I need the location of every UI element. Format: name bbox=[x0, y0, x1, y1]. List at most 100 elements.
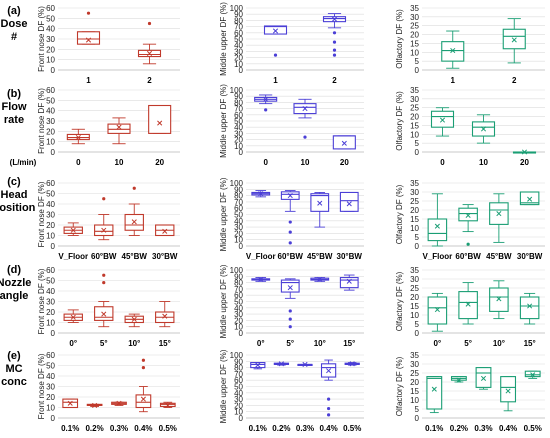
x-tick-label: 1 bbox=[273, 76, 278, 85]
y-tick-label: 100 bbox=[230, 351, 244, 360]
x-unit-label: (L/min) bbox=[10, 158, 37, 167]
box-0 bbox=[441, 30, 465, 69]
mean-marker bbox=[302, 361, 308, 368]
x-tick-label: 15° bbox=[524, 339, 536, 348]
mean-marker bbox=[439, 117, 446, 123]
y-tick-label: 20 bbox=[234, 229, 243, 238]
y-tick-label: 15 bbox=[410, 121, 419, 130]
x-tick-label: 1 bbox=[86, 76, 91, 85]
mean-marker bbox=[302, 106, 308, 112]
y-tick-label: 40 bbox=[46, 372, 55, 381]
outlier-point bbox=[288, 317, 292, 321]
box-1 bbox=[450, 376, 467, 383]
mean-marker bbox=[140, 396, 146, 402]
x-tick-label: 30°BW bbox=[517, 252, 543, 261]
y-tick-label: 0 bbox=[415, 329, 420, 338]
y-tick-label: 60 bbox=[46, 4, 55, 13]
outlier-point bbox=[466, 242, 470, 246]
mean-marker bbox=[272, 28, 279, 34]
row-label: Nozzle bbox=[0, 277, 31, 289]
box-0 bbox=[426, 376, 443, 414]
box-iqr bbox=[427, 218, 448, 242]
x-tick-label: 1 bbox=[451, 76, 456, 85]
outlier-point bbox=[303, 135, 307, 139]
y-tick-label: 30 bbox=[46, 35, 55, 44]
x-tick-label: 0.3% bbox=[474, 424, 492, 433]
outlier-point bbox=[332, 31, 337, 35]
box-iqr bbox=[430, 110, 455, 128]
y-axis-label: Front nose DF (%) bbox=[37, 268, 46, 334]
y-tick-label: 70 bbox=[234, 370, 243, 379]
box-iqr bbox=[148, 104, 172, 134]
mean-marker bbox=[157, 120, 163, 126]
y-tick-label: 10 bbox=[234, 142, 243, 151]
mean-marker bbox=[287, 193, 293, 199]
mean-marker bbox=[116, 124, 122, 130]
y-tick-label: 40 bbox=[46, 200, 55, 209]
x-tick-label: 0.5% bbox=[159, 424, 177, 433]
y-tick-label: 30 bbox=[234, 47, 243, 56]
mean-marker bbox=[527, 303, 533, 309]
y-tick-label: 10 bbox=[410, 130, 419, 139]
y-tick-label: 90 bbox=[234, 10, 243, 19]
y-tick-label: 35 bbox=[410, 351, 419, 360]
box-0 bbox=[63, 222, 83, 236]
box-0 bbox=[251, 276, 271, 283]
y-tick-label: 15 bbox=[410, 302, 419, 311]
mean-marker bbox=[146, 50, 153, 57]
box-1 bbox=[280, 190, 300, 245]
y-axis-label: Olfactory DF (%) bbox=[395, 356, 404, 416]
y-tick-label: 10 bbox=[410, 311, 419, 320]
x-tick-label: 0.1% bbox=[61, 424, 79, 433]
y-tick-label: 20 bbox=[46, 308, 55, 317]
x-tick-label: V_Floor bbox=[58, 252, 88, 261]
row-label: angle bbox=[0, 290, 28, 302]
x-tick-label: 20 bbox=[155, 158, 164, 167]
x-tick-label: 0.4% bbox=[319, 424, 337, 433]
y-tick-label: 25 bbox=[410, 284, 419, 293]
row-label: rate bbox=[4, 114, 24, 126]
y-tick-label: 0 bbox=[239, 414, 244, 423]
outlier-point bbox=[288, 309, 292, 313]
x-tick-label: 0.3% bbox=[110, 424, 128, 433]
y-tick-label: 0 bbox=[51, 414, 56, 423]
y-tick-label: 10 bbox=[410, 48, 419, 57]
y-tick-label: 10 bbox=[46, 138, 55, 147]
box-iqr bbox=[76, 31, 101, 45]
y-tick-label: 10 bbox=[46, 232, 55, 241]
y-tick-label: 15 bbox=[410, 39, 419, 48]
mean-marker bbox=[505, 388, 511, 394]
mean-marker bbox=[450, 47, 456, 54]
box-2 bbox=[148, 104, 172, 134]
outlier-point bbox=[332, 53, 337, 57]
y-tick-label: 15 bbox=[410, 215, 419, 224]
y-tick-label: 60 bbox=[234, 204, 243, 213]
x-tick-label: 30°BW bbox=[337, 252, 363, 261]
box-3 bbox=[519, 292, 540, 325]
mean-marker bbox=[116, 400, 122, 406]
y-tick-label: 35 bbox=[410, 4, 419, 13]
y-tick-label: 10 bbox=[410, 396, 419, 405]
y-tick-label: 50 bbox=[234, 35, 243, 44]
box-2 bbox=[310, 191, 330, 228]
outlier-point bbox=[147, 21, 152, 26]
x-tick-label: 10° bbox=[314, 339, 326, 348]
x-tick-label: 0.1% bbox=[425, 424, 443, 433]
x-tick-label: 0.4% bbox=[134, 424, 152, 433]
y-tick-label: 60 bbox=[46, 86, 55, 95]
box-4 bbox=[159, 401, 176, 408]
y-tick-label: 100 bbox=[230, 86, 244, 95]
y-tick-label: 50 bbox=[234, 211, 243, 220]
y-tick-label: 80 bbox=[234, 98, 243, 107]
mean-marker bbox=[480, 126, 487, 132]
y-tick-label: 30 bbox=[410, 13, 419, 22]
y-tick-label: 50 bbox=[234, 298, 243, 307]
mean-marker bbox=[165, 402, 171, 408]
y-tick-label: 80 bbox=[234, 279, 243, 288]
box-2 bbox=[124, 186, 144, 236]
y-tick-label: 10 bbox=[46, 404, 55, 413]
x-tick-label: 60°BW bbox=[278, 252, 304, 261]
